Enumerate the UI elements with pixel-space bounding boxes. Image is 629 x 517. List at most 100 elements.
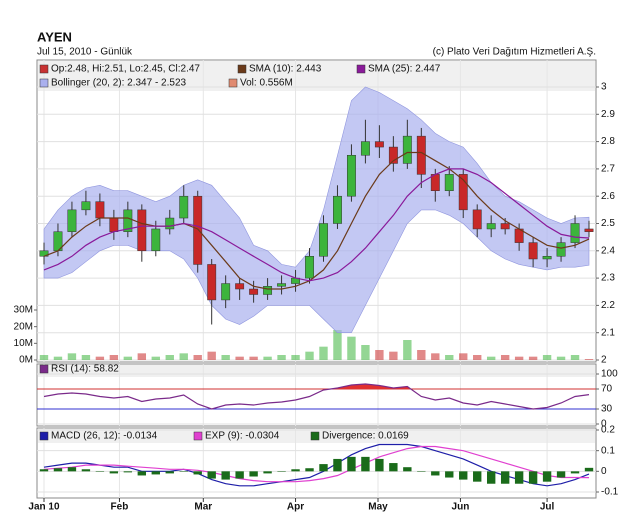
volume-bar (584, 359, 594, 360)
volume-bar (193, 355, 202, 360)
candle-body (109, 217, 119, 232)
candle-body (221, 283, 231, 301)
volume-bar (333, 330, 342, 360)
chart-subtitle: Jul 15, 2010 - Günlük (37, 47, 133, 58)
legend-swatch (237, 64, 247, 74)
divergence-bar (514, 471, 524, 484)
volume-tick-label: 10M (14, 338, 33, 349)
candle-body (472, 209, 482, 230)
volume-bar (53, 356, 63, 360)
y-tick-label: -0.1 (601, 487, 619, 498)
x-tick-label: Apr (287, 502, 304, 513)
candle-body (277, 283, 287, 287)
y-tick-label: 2.6 (601, 191, 615, 202)
legend-swatch (39, 364, 49, 374)
volume-bar (347, 336, 356, 360)
volume-bar (361, 345, 370, 360)
divergence-bar (375, 458, 384, 472)
volume-bar (109, 355, 119, 360)
volume-bar (123, 356, 133, 360)
candle-body (346, 155, 356, 197)
divergence-bar (291, 469, 300, 472)
candle-body (151, 228, 161, 252)
candle-body (402, 135, 412, 164)
candle-body (263, 286, 273, 295)
volume-bar (235, 356, 244, 360)
legend-swatch (39, 78, 49, 88)
y-tick-label: 0 (601, 419, 607, 430)
legend-label: SMA (10): 2.443 (249, 64, 322, 75)
volume-tick-label: 20M (14, 321, 33, 332)
divergence-bar (473, 471, 482, 482)
candle-body (333, 195, 342, 224)
divergence-bar (221, 471, 230, 480)
volume-bar (207, 351, 216, 360)
volume-bar (445, 355, 454, 360)
y-tick-label: 100 (601, 369, 618, 380)
y-tick-label: 2.3 (601, 273, 615, 284)
divergence-bar (431, 471, 440, 476)
chart-title: AYEN (37, 29, 72, 44)
volume-bar (263, 356, 272, 360)
divergence-bar (389, 463, 398, 472)
candle-body (584, 228, 594, 232)
volume-tick-label: 30M (14, 305, 33, 316)
legend-label: Bollinger (20, 2): 2.347 - 2.523 (51, 78, 187, 89)
x-tick-label: Jan 10 (28, 502, 60, 513)
divergence-bar (542, 471, 552, 482)
divergence-bar (53, 468, 63, 472)
candle-body (374, 141, 384, 148)
y-tick-label: 2.8 (601, 136, 615, 147)
volume-bar (221, 355, 230, 360)
y-tick-label: 2.4 (601, 245, 615, 256)
volume-bar (473, 355, 482, 360)
divergence-bar (95, 471, 105, 472)
y-tick-label: 2.7 (601, 164, 615, 175)
volume-tick-label: 0M (19, 355, 33, 366)
volume-bar (165, 355, 174, 360)
plot-area (37, 364, 596, 426)
volume-bar (249, 356, 258, 360)
volume-bar (39, 355, 49, 360)
volume-bar (375, 350, 384, 360)
x-tick-label: Feb (111, 502, 129, 513)
divergence-bar (459, 471, 468, 480)
x-tick-label: Mar (194, 502, 212, 513)
divergence-bar (81, 469, 91, 472)
divergence-bar (361, 456, 370, 472)
divergence-bar (109, 471, 119, 474)
volume-bar (542, 355, 552, 360)
volume-bar (137, 353, 147, 360)
divergence-bar (445, 471, 454, 478)
candle-body (95, 201, 105, 219)
bollinger-band (43, 86, 590, 333)
candle-body (165, 217, 175, 230)
divergence-bar (403, 467, 412, 472)
legend-swatch (310, 431, 320, 441)
volume-bar (459, 353, 468, 360)
series-line (43, 168, 590, 282)
candle-body (123, 209, 133, 232)
divergence-bar (570, 471, 580, 474)
candle-body (458, 174, 468, 211)
candle-body (360, 141, 370, 156)
source-note: (c) Plato Veri Dağıtım Hizmetleri A.Ş. (433, 47, 596, 58)
legend-strip (38, 61, 595, 91)
legend-label: EXP (9): -0.0304 (205, 431, 280, 442)
volume-bar (528, 356, 538, 360)
divergence-bar (39, 469, 49, 472)
candle-body (388, 146, 398, 164)
divergence-bar (193, 471, 202, 475)
x-tick-label: May (368, 502, 388, 513)
series-line (43, 445, 590, 483)
volume-bar (486, 356, 496, 360)
candle-body (193, 195, 203, 265)
plot-area (37, 60, 596, 362)
volume-bar (403, 340, 412, 360)
legend-label: MACD (26, 12): -0.0134 (51, 431, 158, 442)
divergence-bar (263, 471, 272, 474)
legend-strip (38, 365, 595, 377)
volume-bar (151, 356, 160, 360)
candle-body (179, 195, 189, 219)
